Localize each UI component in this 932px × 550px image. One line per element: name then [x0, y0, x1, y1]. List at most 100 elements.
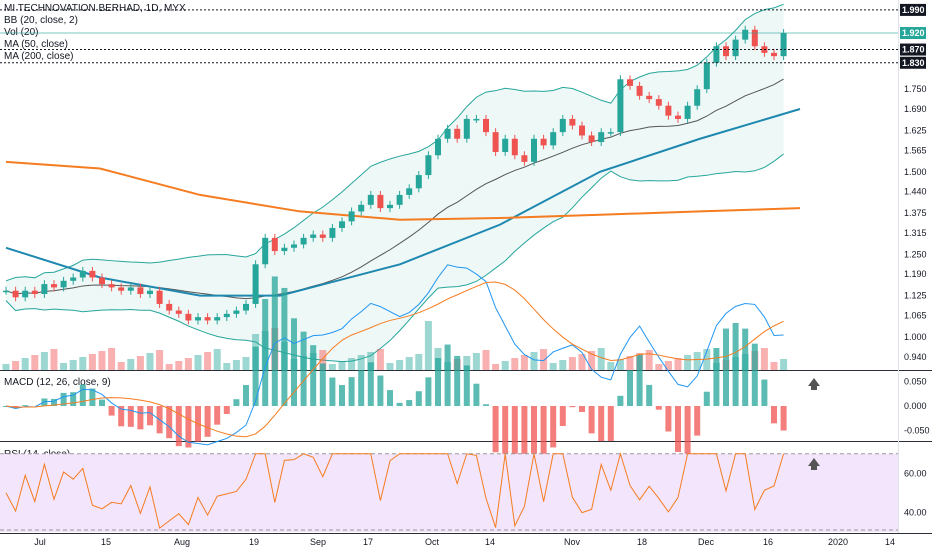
- macd-histogram-bar: [454, 355, 461, 406]
- macd-histogram-bar: [51, 398, 57, 406]
- macd-histogram-bar: [655, 406, 662, 410]
- candle-body: [521, 155, 528, 162]
- candle-body: [492, 132, 499, 152]
- volume-bar: [511, 358, 519, 370]
- volume-bar: [645, 350, 653, 370]
- macd-histogram-bar: [636, 355, 643, 406]
- legend-volume[interactable]: Vol (20): [4, 27, 39, 38]
- macd-histogram-bar: [271, 276, 278, 406]
- macd-histogram-bar: [569, 406, 576, 408]
- macd-histogram-bar: [243, 385, 249, 406]
- macd-histogram-bar: [377, 375, 384, 406]
- legend-ma50[interactable]: MA (50, close): [4, 39, 68, 50]
- main-legend: MI TECHNOVATION BERHAD, 1D, MYX BB (20, …: [4, 3, 186, 63]
- candle-body: [291, 244, 297, 248]
- candle-body: [559, 118, 566, 133]
- price-tag-label: 1.870: [902, 45, 925, 55]
- volume-bar: [204, 352, 212, 370]
- volume-bar: [194, 355, 202, 370]
- macd-histogram-bar: [415, 391, 422, 406]
- bollinger-basis: [5, 78, 784, 300]
- volume-bar: [386, 363, 394, 370]
- candle-body: [358, 204, 365, 212]
- macd-line: [5, 264, 784, 446]
- x-tick-label: Nov: [564, 537, 581, 547]
- price-tag: [900, 56, 926, 69]
- macd-histogram-bar: [780, 406, 787, 431]
- price-tick-label: 1.690: [904, 104, 927, 114]
- candle-body: [147, 290, 153, 295]
- candle-body: [415, 175, 422, 189]
- candle-body: [79, 270, 86, 278]
- rsi-alert-arrow: [808, 458, 820, 470]
- volume-bar: [482, 350, 490, 370]
- price-tick-label: 1.750: [904, 84, 927, 94]
- candle-body: [751, 29, 758, 47]
- candle-body: [550, 132, 557, 146]
- candle-body: [684, 105, 691, 119]
- candle-body: [694, 89, 701, 106]
- macd-histogram-bar: [540, 406, 547, 480]
- signal-line: [5, 281, 784, 438]
- rsi-line: [5, 451, 785, 529]
- chart-background: [0, 0, 932, 534]
- macd-histogram-bar: [223, 406, 230, 414]
- macd-histogram-bar: [684, 406, 691, 455]
- volume-bar: [655, 364, 663, 370]
- volume-bar: [424, 321, 432, 370]
- volume-bar: [117, 362, 125, 370]
- volume-bar: [780, 359, 788, 370]
- volume-bar: [328, 364, 336, 370]
- price-tag-label: 1.990: [902, 5, 925, 15]
- candle-body: [387, 204, 393, 209]
- volume-bar: [376, 349, 384, 370]
- macd-histogram-bar: [118, 406, 125, 427]
- macd-tick-label: 0.000: [904, 401, 927, 411]
- candle-body: [3, 290, 9, 293]
- legend-bb[interactable]: BB (20, close, 2): [4, 15, 78, 26]
- price-tag: [900, 27, 926, 40]
- candle-body: [195, 317, 201, 321]
- volume-bar: [693, 352, 701, 370]
- macd-histogram-bar: [492, 406, 499, 453]
- price-tick-label: 0.940: [904, 352, 927, 362]
- volume-bar: [136, 356, 144, 370]
- rsi-tick-label: 40.00: [904, 507, 927, 517]
- volume-bar: [559, 360, 567, 370]
- volume-bar: [156, 350, 164, 370]
- x-tick-label: Sep: [310, 537, 326, 547]
- macd-histogram-bar: [22, 405, 29, 406]
- volume-bar: [146, 353, 154, 370]
- candle-body: [243, 303, 249, 311]
- x-tick-label: 16: [763, 537, 773, 547]
- volume-bar: [88, 354, 96, 370]
- price-tick-label: 1.315: [904, 228, 927, 238]
- candle-body: [473, 118, 480, 121]
- price-tick-label: 1.250: [904, 249, 927, 259]
- macd-histogram-bar: [300, 331, 307, 406]
- volume-bar: [232, 360, 240, 370]
- macd-histogram-bar: [550, 406, 557, 448]
- candle-body: [214, 317, 221, 321]
- macd-histogram-bar: [339, 385, 345, 406]
- macd-histogram-bar: [617, 395, 624, 406]
- macd-histogram-bar: [675, 406, 681, 452]
- macd-histogram-bar: [252, 346, 259, 406]
- legend-ma200[interactable]: MA (200, close): [4, 51, 74, 62]
- volume-bar: [165, 364, 173, 370]
- candle-body: [367, 194, 374, 205]
- macd-histogram-bar: [751, 343, 758, 406]
- macd-histogram-bar: [185, 406, 192, 448]
- macd-legend[interactable]: MACD (12, 26, close, 9): [4, 377, 111, 388]
- candle-body: [646, 95, 653, 100]
- volume-bar: [501, 361, 509, 370]
- volume-bar: [348, 358, 356, 370]
- x-tick-label: 18: [637, 537, 647, 547]
- volume-bar: [357, 355, 365, 370]
- candle-body: [713, 46, 720, 63]
- candle-body: [732, 39, 739, 57]
- candle-body: [502, 138, 509, 152]
- volume-bar: [127, 359, 135, 370]
- macd-histogram-bar: [559, 406, 566, 426]
